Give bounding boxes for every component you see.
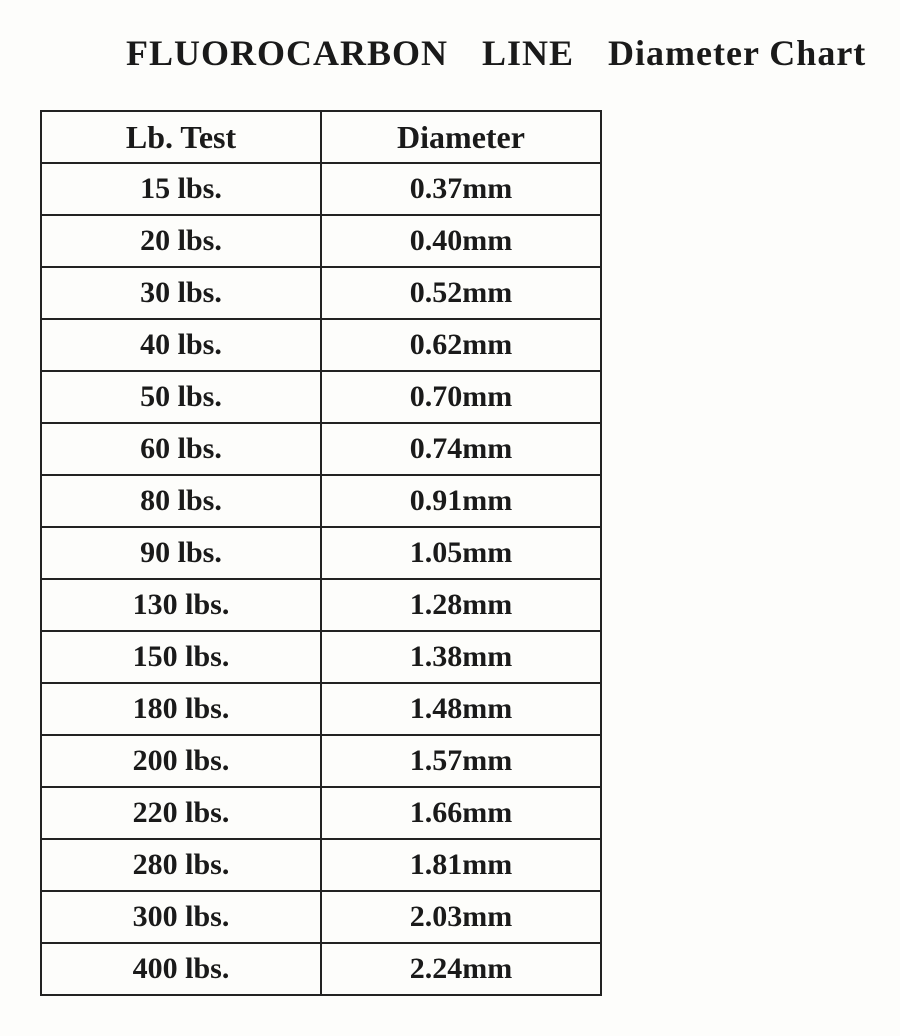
table-row: 130 lbs.1.28mm xyxy=(41,579,601,631)
cell-diameter: 0.74mm xyxy=(321,423,601,475)
cell-diameter: 1.38mm xyxy=(321,631,601,683)
diameter-table: Lb. Test Diameter 15 lbs.0.37mm20 lbs.0.… xyxy=(40,110,602,996)
cell-lbtest: 130 lbs. xyxy=(41,579,321,631)
table-row: 400 lbs.2.24mm xyxy=(41,943,601,995)
cell-diameter: 0.91mm xyxy=(321,475,601,527)
table-row: 40 lbs.0.62mm xyxy=(41,319,601,371)
table-row: 90 lbs.1.05mm xyxy=(41,527,601,579)
cell-diameter: 0.52mm xyxy=(321,267,601,319)
cell-lbtest: 280 lbs. xyxy=(41,839,321,891)
cell-lbtest: 30 lbs. xyxy=(41,267,321,319)
column-header-lbtest: Lb. Test xyxy=(41,111,321,163)
table-row: 30 lbs.0.52mm xyxy=(41,267,601,319)
cell-lbtest: 400 lbs. xyxy=(41,943,321,995)
cell-diameter: 0.70mm xyxy=(321,371,601,423)
cell-lbtest: 15 lbs. xyxy=(41,163,321,215)
table-row: 200 lbs.1.57mm xyxy=(41,735,601,787)
title-part-1: FLUOROCARBON xyxy=(126,33,448,73)
table-row: 50 lbs.0.70mm xyxy=(41,371,601,423)
document-page: FLUOROCARBON LINE Diameter Chart Lb. Tes… xyxy=(0,0,900,1036)
cell-diameter: 1.05mm xyxy=(321,527,601,579)
title-part-2: LINE xyxy=(482,32,574,74)
table-row: 300 lbs.2.03mm xyxy=(41,891,601,943)
table-row: 80 lbs.0.91mm xyxy=(41,475,601,527)
cell-lbtest: 180 lbs. xyxy=(41,683,321,735)
cell-diameter: 0.62mm xyxy=(321,319,601,371)
table-row: 180 lbs.1.48mm xyxy=(41,683,601,735)
page-title: FLUOROCARBON LINE Diameter Chart xyxy=(126,32,860,74)
column-header-diameter: Diameter xyxy=(321,111,601,163)
cell-diameter: 0.37mm xyxy=(321,163,601,215)
cell-lbtest: 200 lbs. xyxy=(41,735,321,787)
table-row: 220 lbs.1.66mm xyxy=(41,787,601,839)
table-row: 20 lbs.0.40mm xyxy=(41,215,601,267)
cell-diameter: 1.57mm xyxy=(321,735,601,787)
table-header-row: Lb. Test Diameter xyxy=(41,111,601,163)
cell-diameter: 2.24mm xyxy=(321,943,601,995)
cell-diameter: 2.03mm xyxy=(321,891,601,943)
cell-lbtest: 20 lbs. xyxy=(41,215,321,267)
table-row: 60 lbs.0.74mm xyxy=(41,423,601,475)
cell-diameter: 1.28mm xyxy=(321,579,601,631)
cell-lbtest: 60 lbs. xyxy=(41,423,321,475)
cell-diameter: 0.40mm xyxy=(321,215,601,267)
table-row: 280 lbs.1.81mm xyxy=(41,839,601,891)
title-part-3: Diameter Chart xyxy=(608,32,866,74)
table-row: 150 lbs.1.38mm xyxy=(41,631,601,683)
cell-diameter: 1.66mm xyxy=(321,787,601,839)
cell-lbtest: 90 lbs. xyxy=(41,527,321,579)
cell-lbtest: 50 lbs. xyxy=(41,371,321,423)
cell-lbtest: 80 lbs. xyxy=(41,475,321,527)
cell-diameter: 1.81mm xyxy=(321,839,601,891)
cell-lbtest: 300 lbs. xyxy=(41,891,321,943)
cell-lbtest: 40 lbs. xyxy=(41,319,321,371)
cell-diameter: 1.48mm xyxy=(321,683,601,735)
cell-lbtest: 220 lbs. xyxy=(41,787,321,839)
table-row: 15 lbs.0.37mm xyxy=(41,163,601,215)
cell-lbtest: 150 lbs. xyxy=(41,631,321,683)
